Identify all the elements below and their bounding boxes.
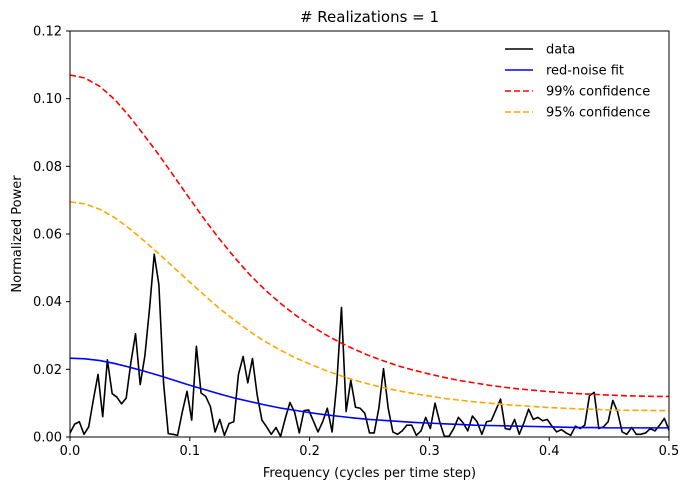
legend: data red-noise fit 99% confidence 95% confi… bbox=[505, 43, 650, 121]
legend-label-95pct-confidence: 95% confidence bbox=[546, 106, 650, 121]
chart-title: # Realizations = 1 bbox=[300, 8, 439, 26]
legend-label-data: data bbox=[546, 43, 575, 58]
y-tick-label: 0.04 bbox=[33, 295, 62, 310]
y-tick-label: 0.06 bbox=[33, 228, 62, 243]
series-line-data bbox=[70, 253, 669, 437]
y-axis-label: Normalized Power bbox=[10, 175, 25, 293]
x-tick-label: 0.4 bbox=[539, 444, 560, 459]
y-axis: 0.00 0.02 0.04 0.06 0.08 0.10 0.12 bbox=[33, 25, 70, 446]
x-tick-label: 0.5 bbox=[659, 444, 680, 459]
series-line-red-noise-fit bbox=[70, 357, 669, 429]
legend-label-99pct-confidence: 99% confidence bbox=[546, 85, 650, 100]
series-layer bbox=[70, 74, 669, 437]
x-axis-label: Frequency (cycles per time step) bbox=[263, 466, 476, 481]
y-tick-label: 0.00 bbox=[33, 431, 62, 446]
x-tick-label: 0.2 bbox=[299, 444, 320, 459]
y-tick-label: 0.02 bbox=[33, 363, 62, 378]
x-axis: 0.0 0.1 0.2 0.3 0.4 0.5 bbox=[60, 437, 680, 459]
legend-label-red-noise-fit: red-noise fit bbox=[546, 64, 624, 79]
x-tick-label: 0.1 bbox=[179, 444, 200, 459]
x-tick-label: 0.3 bbox=[419, 444, 440, 459]
series-line-95pct-confidence bbox=[70, 201, 669, 412]
x-tick-label: 0.0 bbox=[60, 444, 81, 459]
series-line-99pct-confidence bbox=[70, 74, 669, 398]
y-tick-label: 0.10 bbox=[33, 92, 62, 107]
y-tick-label: 0.08 bbox=[33, 160, 62, 175]
y-tick-label: 0.12 bbox=[33, 25, 62, 40]
